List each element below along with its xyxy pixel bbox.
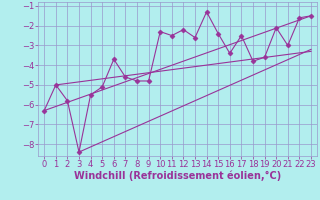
X-axis label: Windchill (Refroidissement éolien,°C): Windchill (Refroidissement éolien,°C) — [74, 171, 281, 181]
